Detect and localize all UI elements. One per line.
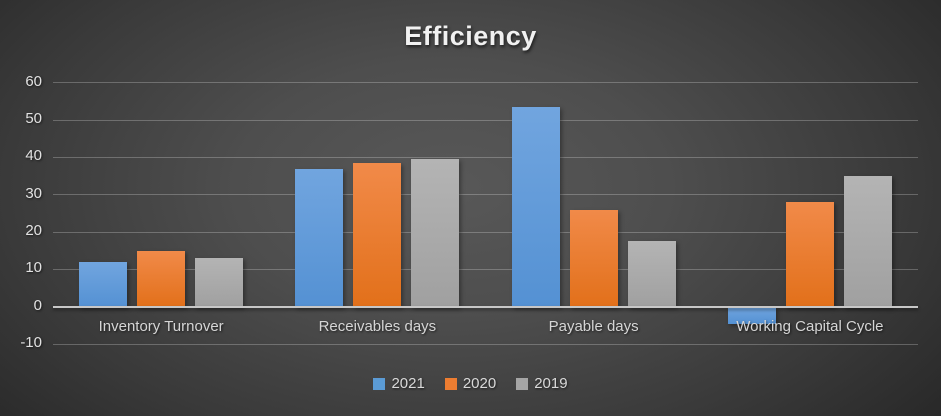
gridline-60	[53, 82, 918, 84]
legend-item-2020[interactable]: 2020	[444, 375, 497, 392]
bar-2020-payable-days[interactable]	[569, 209, 618, 307]
y-axis-tick-40: 40	[25, 147, 42, 165]
bar-2020-working-capital-cycle[interactable]	[785, 202, 834, 307]
y-axis-tick-30: 30	[25, 184, 42, 202]
gridline-50	[53, 119, 918, 121]
category-label-working-capital-cycle: Working Capital Cycle	[736, 318, 884, 335]
y-axis-tick-20: 20	[25, 222, 42, 240]
bar-2021-payable-days[interactable]	[511, 107, 560, 307]
bar-2019-working-capital-cycle[interactable]	[843, 176, 892, 307]
bar-2019-inventory-turnover[interactable]	[195, 258, 244, 307]
category-label-payable-days: Payable days	[548, 318, 639, 335]
y-axis-tick-50: 50	[25, 110, 42, 128]
legend-swatch-2019	[516, 377, 529, 390]
bar-2021-receivables-days[interactable]	[295, 168, 344, 307]
legend-label-2019: 2019	[534, 375, 568, 392]
bar-2021-inventory-turnover[interactable]	[79, 262, 128, 307]
legend-item-2021[interactable]: 2021	[373, 375, 425, 392]
gridline-20	[53, 231, 918, 233]
bar-2019-receivables-days[interactable]	[411, 159, 460, 307]
gridline-30	[53, 194, 918, 196]
chart-title: Efficiency	[404, 21, 537, 51]
gridline--10	[53, 343, 918, 345]
legend-label-2021: 2021	[391, 375, 425, 392]
legend-item-2019[interactable]: 2019	[516, 375, 568, 392]
gridline-40	[53, 156, 918, 158]
y-axis-tick-10: 10	[25, 259, 42, 277]
legend-swatch-2020	[444, 377, 457, 390]
y-axis-tick-0: 0	[33, 296, 42, 314]
legend: 2021 2020 2019	[0, 375, 941, 392]
x-axis-line	[53, 305, 918, 308]
y-axis-tick--10: -10	[20, 334, 42, 352]
y-axis-tick-60: 60	[25, 72, 42, 90]
legend-swatch-2021	[373, 377, 386, 390]
category-label-inventory-turnover: Inventory Turnover	[98, 318, 224, 335]
category-label-receivables-days: Receivables days	[318, 318, 437, 335]
bar-2019-payable-days[interactable]	[627, 241, 676, 307]
bar-2020-inventory-turnover[interactable]	[137, 250, 186, 307]
gridline-10	[53, 268, 918, 270]
legend-label-2020: 2020	[462, 375, 497, 392]
bar-2020-receivables-days[interactable]	[353, 163, 402, 307]
bar-2021-working-capital-cycle[interactable]	[727, 306, 776, 324]
